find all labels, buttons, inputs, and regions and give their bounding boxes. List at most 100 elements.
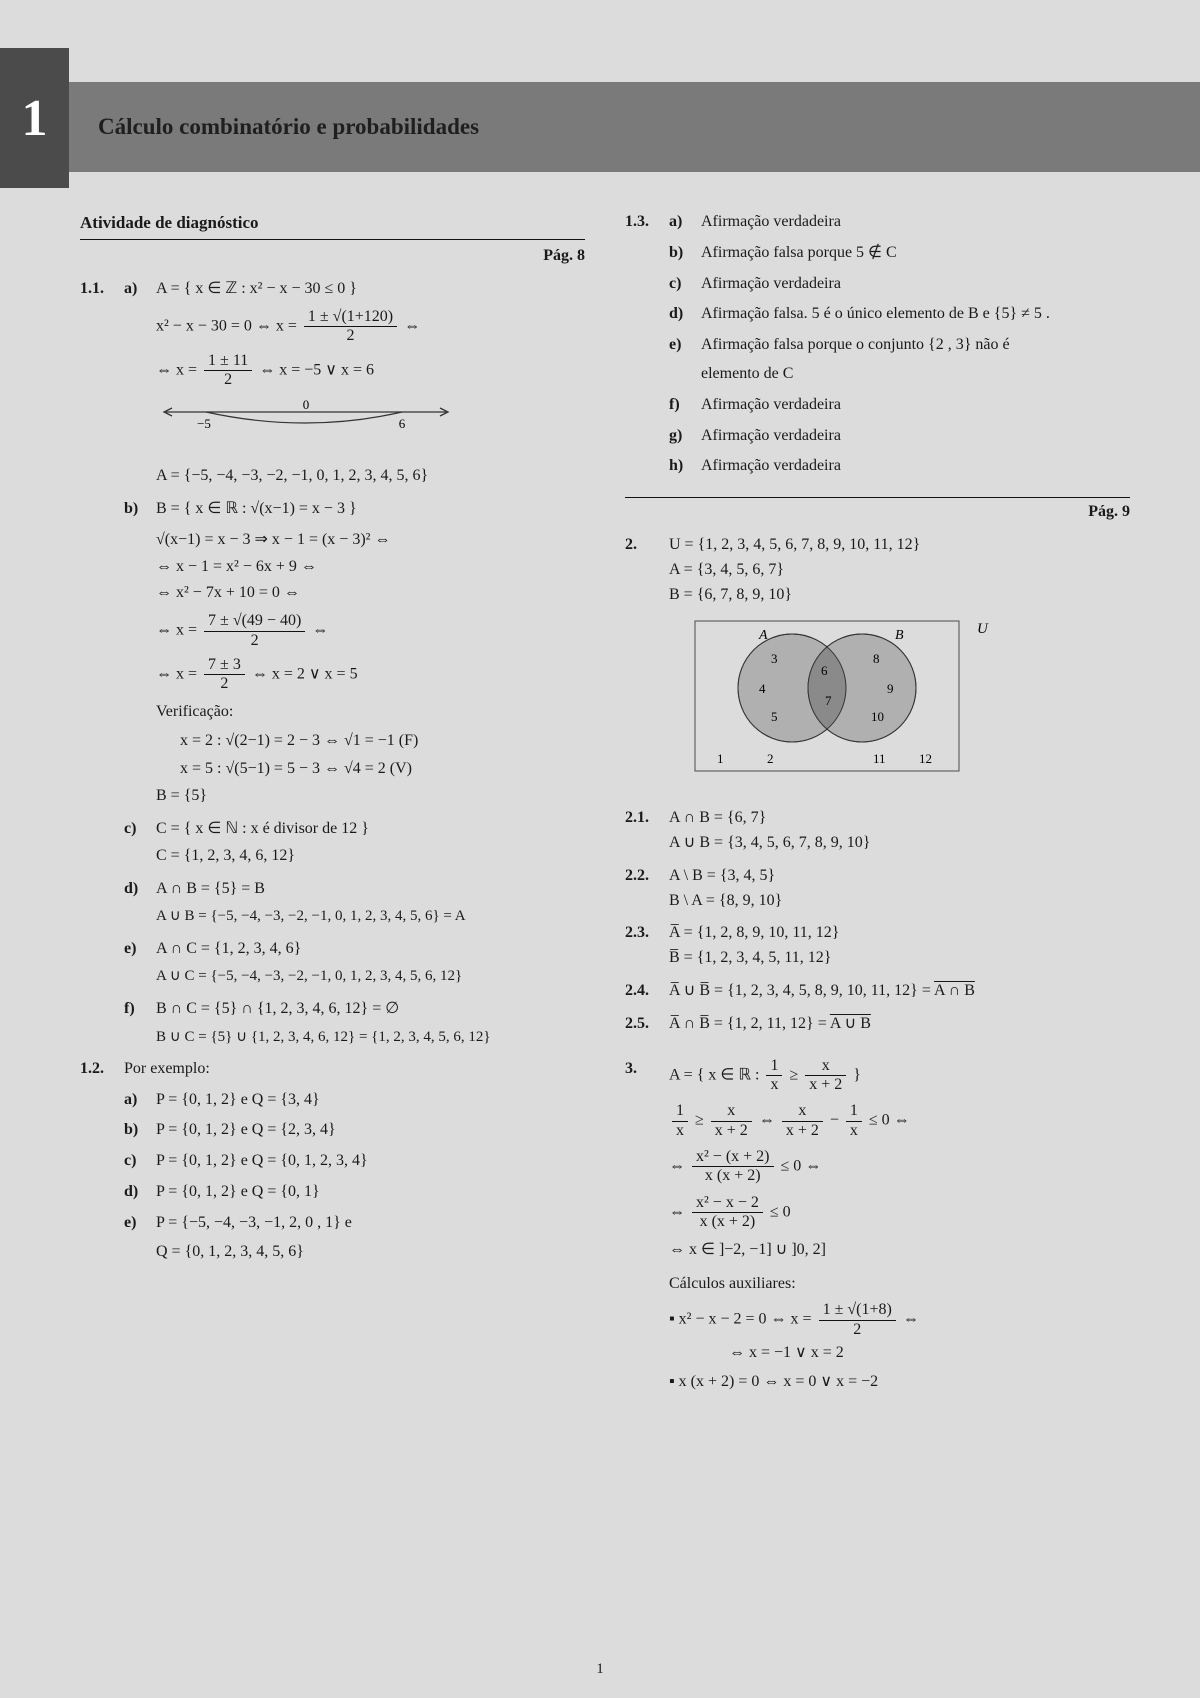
math-line: ⇔ x² − x − 2x (x + 2) ≤ 0 — [669, 1194, 1130, 1232]
math-text: B = { x ∈ ℝ : √(x−1) = x − 3 } — [156, 497, 585, 522]
math-text: P = {0, 1, 2} e Q = {3, 4} — [156, 1088, 585, 1113]
math-text: √(x−1) = x − 3 ⇒ x − 1 = (x − 3)² ⇔ — [156, 528, 585, 553]
math-text: Verificação: — [156, 700, 585, 725]
q-1-1-e: e) A ∩ C = {1, 2, 3, 4, 6} — [80, 937, 585, 962]
math-text: ⇔ x = — [156, 361, 201, 378]
q-1-1-a: 1.1. a) A = { x ∈ ℤ : x² − x − 30 ≤ 0 } — [80, 277, 585, 302]
answer-text: Afirmação verdadeira — [701, 454, 1130, 479]
fraction: 7 ± 3 2 — [204, 656, 245, 694]
q-num: 2.3. — [625, 921, 669, 946]
answer-text: Afirmação verdadeira — [701, 210, 1130, 235]
math-text: x = 5 : √(5−1) = 5 − 3 ⇔ √4 = 2 (V) — [180, 757, 585, 782]
fraction: 7 ± √(49 − 40) 2 — [204, 612, 305, 650]
math-text: B̅ = {1, 2, 3, 4, 5, 11, 12} — [669, 946, 1130, 971]
q-num: 2. — [625, 533, 669, 558]
math-text: Q = {0, 1, 2, 3, 4, 5, 6} — [156, 1240, 585, 1265]
page-ref-9: Pág. 9 — [625, 500, 1130, 525]
left-column: Atividade de diagnóstico Pág. 8 1.1. a) … — [80, 210, 585, 1658]
math-text: A ∪ C = {−5, −4, −3, −2, −1, 0, 1, 2, 3,… — [156, 965, 585, 988]
q-num: 3. — [625, 1057, 669, 1082]
chapter-header: Cálculo combinatório e probabilidades — [0, 82, 1200, 172]
math-text: B = {5} — [156, 784, 585, 809]
number-line-diagram: −5 0 6 — [156, 400, 456, 444]
svg-text:2: 2 — [767, 751, 774, 766]
math-text: A = {3, 4, 5, 6, 7} — [669, 558, 1130, 583]
math-text: ⇔ x ∈ ]−2, −1] ∪ ]0, 2] — [669, 1238, 1130, 1263]
svg-text:4: 4 — [759, 681, 766, 696]
math-text: A = {−5, −4, −3, −2, −1, 0, 1, 2, 3, 4, … — [156, 464, 585, 489]
chapter-number: 1 — [22, 89, 48, 148]
q-num: 1.1. — [80, 277, 124, 302]
math-text: P = {−5, −4, −3, −1, 2, 0 , 1} e — [156, 1211, 585, 1236]
math-text: A̅ = {1, 2, 8, 9, 10, 11, 12} — [669, 921, 1130, 946]
math-text: A ∩ B = {5} = B — [156, 877, 585, 902]
math-line: ⇔ x = 7 ± 3 2 ⇔ x = 2 ∨ x = 5 — [156, 656, 585, 694]
svg-text:12: 12 — [919, 751, 932, 766]
math-line: ⇔ x = 7 ± √(49 − 40) 2 ⇔ — [156, 612, 585, 650]
q-num: 2.1. — [625, 806, 669, 831]
svg-text:5: 5 — [771, 709, 778, 724]
q-1-1-d: d) A ∩ B = {5} = B — [80, 877, 585, 902]
q-letter: a) — [124, 277, 156, 302]
q-letter: d) — [124, 877, 156, 902]
math-text: A̅ ∩ B̅ = {1, 2, 11, 12} = A ∪ B — [669, 1012, 1130, 1037]
q-2: 2. U = {1, 2, 3, 4, 5, 6, 7, 8, 9, 10, 1… — [625, 533, 1130, 558]
svg-text:11: 11 — [873, 751, 886, 766]
svg-text:3: 3 — [771, 651, 778, 666]
math-text: ⇔ x² − 7x + 10 = 0 ⇔ — [156, 581, 585, 606]
fraction: 1 ± 11 2 — [204, 352, 252, 390]
math-text: B \ A = {8, 9, 10} — [669, 889, 1130, 914]
svg-text:9: 9 — [887, 681, 894, 696]
answer-text: Afirmação falsa. 5 é o único elemento de… — [701, 302, 1130, 327]
svg-text:1: 1 — [717, 751, 724, 766]
math-text: A ∩ C = {1, 2, 3, 4, 6} — [156, 937, 585, 962]
nl-zero: 0 — [303, 400, 310, 412]
math-text: A ∪ B = {−5, −4, −3, −2, −1, 0, 1, 2, 3,… — [156, 905, 585, 928]
math-text: A \ B = {3, 4, 5} — [669, 864, 1130, 889]
q-letter: e) — [124, 937, 156, 962]
math-text: B ∪ C = {5} ∪ {1, 2, 3, 4, 6, 12} = {1, … — [156, 1026, 585, 1049]
q-1-1-f: f) B ∩ C = {5} ∩ {1, 2, 3, 4, 6, 12} = ∅ — [80, 997, 585, 1022]
nl-right: 6 — [399, 416, 406, 431]
q-num: 2.2. — [625, 864, 669, 889]
math-text: A̅ ∪ B̅ = {1, 2, 3, 4, 5, 8, 9, 10, 11, … — [669, 979, 1130, 1004]
q-1-1-b: b) B = { x ∈ ℝ : √(x−1) = x − 3 } — [80, 497, 585, 522]
answer-text: Afirmação verdadeira — [701, 393, 1130, 418]
answer-text: Afirmação verdadeira — [701, 424, 1130, 449]
math-text: B ∩ C = {5} ∩ {1, 2, 3, 4, 6, 12} = ∅ — [156, 997, 585, 1022]
svg-text:A: A — [758, 628, 768, 643]
content-area: Atividade de diagnóstico Pág. 8 1.1. a) … — [80, 210, 1130, 1658]
svg-text:7: 7 — [825, 693, 832, 708]
page-ref-8: Pág. 8 — [80, 244, 585, 269]
svg-text:U: U — [977, 621, 989, 637]
svg-text:6: 6 — [821, 663, 828, 678]
q-1-1-c: c) C = { x ∈ ℕ : x é divisor de 12 } — [80, 817, 585, 842]
fraction: 1 ± √(1+120) 2 — [304, 308, 397, 346]
math-text: P = {0, 1, 2} e Q = {0, 1, 2, 3, 4} — [156, 1149, 585, 1174]
math-text: A ∪ B = {3, 4, 5, 6, 7, 8, 9, 10} — [669, 831, 1130, 856]
math-text: P = {0, 1, 2} e Q = {0, 1} — [156, 1180, 585, 1205]
math-line: ⇔ x² − (x + 2)x (x + 2) ≤ 0 ⇔ — [669, 1148, 1130, 1186]
math-text: B = {6, 7, 8, 9, 10} — [669, 583, 1130, 608]
q-3: 3. A = { x ∈ ℝ : 1x ≥ xx + 2 } — [625, 1057, 1130, 1095]
q-1-3: 1.3. a) Afirmação verdadeira — [625, 210, 1130, 235]
math-text: A ∩ B = {6, 7} — [669, 806, 1130, 831]
q-num: 1.2. — [80, 1057, 124, 1082]
math-text: U = {1, 2, 3, 4, 5, 6, 7, 8, 9, 10, 11, … — [669, 533, 1130, 558]
q-1-2: 1.2. Por exemplo: — [80, 1057, 585, 1082]
aux-heading: Cálculos auxiliares: — [669, 1272, 1130, 1297]
chapter-tab: 1 — [0, 48, 69, 188]
chapter-title: Cálculo combinatório e probabilidades — [98, 114, 479, 140]
svg-text:8: 8 — [873, 651, 880, 666]
right-column: 1.3. a) Afirmação verdadeira b)Afirmação… — [625, 210, 1130, 1658]
svg-text:B: B — [895, 628, 904, 643]
math-text: P = {0, 1, 2} e Q = {2, 3, 4} — [156, 1118, 585, 1143]
answer-text: Afirmação falsa porque 5 ∉ C — [701, 241, 1130, 266]
page: Cálculo combinatório e probabilidades 1 … — [0, 0, 1200, 1698]
math-line: x² − x − 30 = 0 ⇔ x = 1 ± √(1+120) 2 ⇔ — [156, 308, 585, 346]
answer-text: Afirmação falsa porque o conjunto {2 , 3… — [701, 333, 1130, 358]
page-number: 1 — [0, 1661, 1200, 1678]
math-line: ▪ x² − x − 2 = 0 ⇔ x = 1 ± √(1+8)2 ⇔ — [669, 1301, 1130, 1339]
q-num: 2.4. — [625, 979, 669, 1004]
venn-diagram: U A B 3 4 5 6 7 8 9 10 1 2 — [687, 613, 997, 783]
